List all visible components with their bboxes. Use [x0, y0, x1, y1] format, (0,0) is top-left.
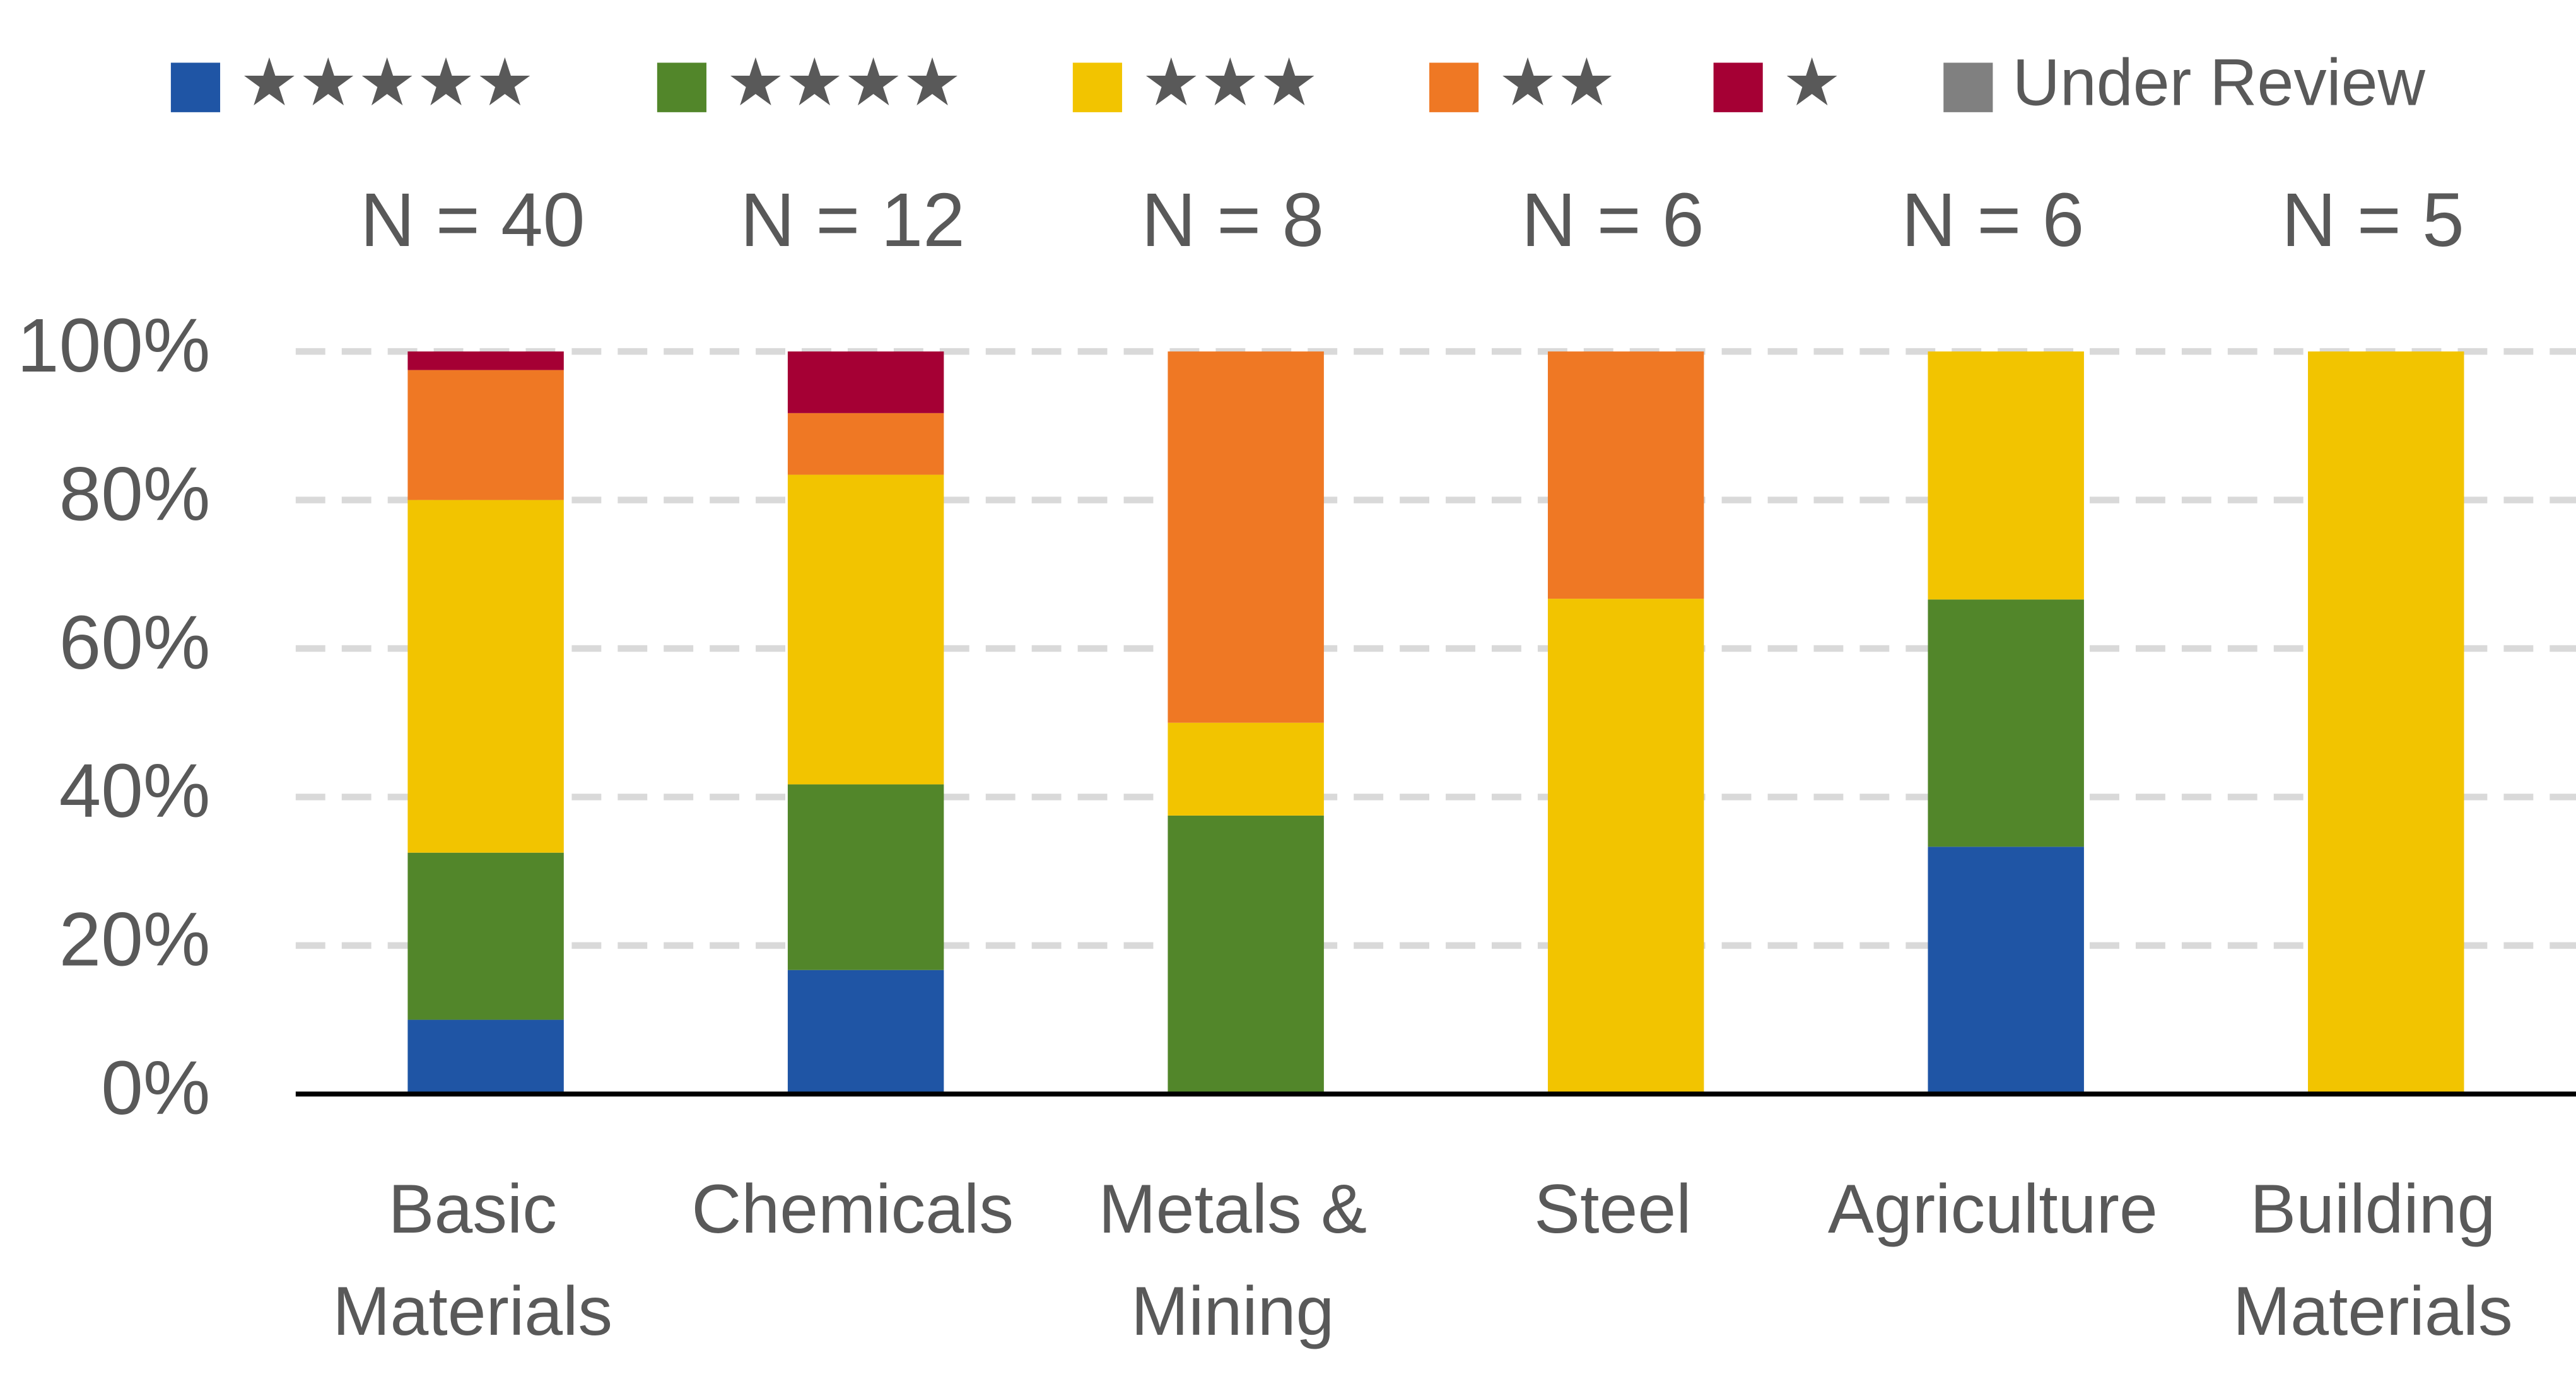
bar-segment [407, 852, 564, 1020]
bar-segment [1168, 722, 1324, 816]
bar-segment [1928, 847, 2084, 1094]
bar-segment [407, 500, 564, 853]
bar-segment [1168, 815, 1324, 1094]
count-label: N = 5 [2281, 178, 2464, 262]
legend-label: ★★★ [1142, 45, 1318, 119]
bar-segment [407, 1019, 564, 1094]
legend-label: ★★★★ [726, 45, 962, 119]
count-label: N = 8 [1141, 178, 1324, 262]
bar-segment [787, 413, 944, 475]
bar-segment [1547, 351, 1704, 599]
legend-swatch [1943, 62, 1993, 112]
legend-swatch [170, 62, 221, 112]
legend-swatch [657, 62, 706, 112]
bar-segment [1168, 351, 1324, 723]
bar-segment [787, 970, 944, 1094]
bar-segment [407, 370, 564, 500]
x-tick-label: Metals & Mining [1098, 1170, 1367, 1350]
bar-segment [1928, 351, 2084, 600]
legend-label: ★★★★★ [240, 45, 534, 119]
bar-segment [787, 784, 944, 970]
legend-swatch [1429, 62, 1479, 112]
legend-label: ★★ [1498, 45, 1616, 119]
y-tick-label: 0% [101, 1046, 210, 1130]
y-tick-label: 40% [59, 749, 211, 833]
x-tick-label: Agriculture [1827, 1170, 2158, 1248]
x-tick-label: Steel [1534, 1170, 1692, 1248]
bar-segment [407, 351, 564, 370]
bar-segment [1928, 599, 2084, 847]
y-tick-label: 60% [59, 601, 211, 685]
count-label: N = 12 [741, 178, 965, 262]
y-tick-label: 20% [59, 897, 211, 982]
x-tick-label: Basic Materials [332, 1170, 613, 1350]
count-label: N = 6 [1902, 178, 2085, 262]
count-label: N = 6 [1521, 178, 1704, 262]
y-tick-label: 80% [59, 452, 211, 536]
y-tick-label: 100% [17, 303, 210, 388]
x-tick-label: Chemicals [691, 1170, 1014, 1248]
bar-segment [2308, 351, 2464, 1094]
bar-segment [787, 474, 944, 785]
bar-segment [1547, 599, 1704, 1094]
legend-label: ★ [1783, 45, 1841, 119]
bar-segment [787, 351, 944, 413]
legend-swatch [1072, 62, 1122, 112]
legend-swatch [1713, 62, 1763, 112]
x-tick-label: Building Materials [2232, 1170, 2513, 1350]
legend-label: Under Review [2013, 45, 2426, 119]
count-label: N = 40 [360, 178, 585, 262]
